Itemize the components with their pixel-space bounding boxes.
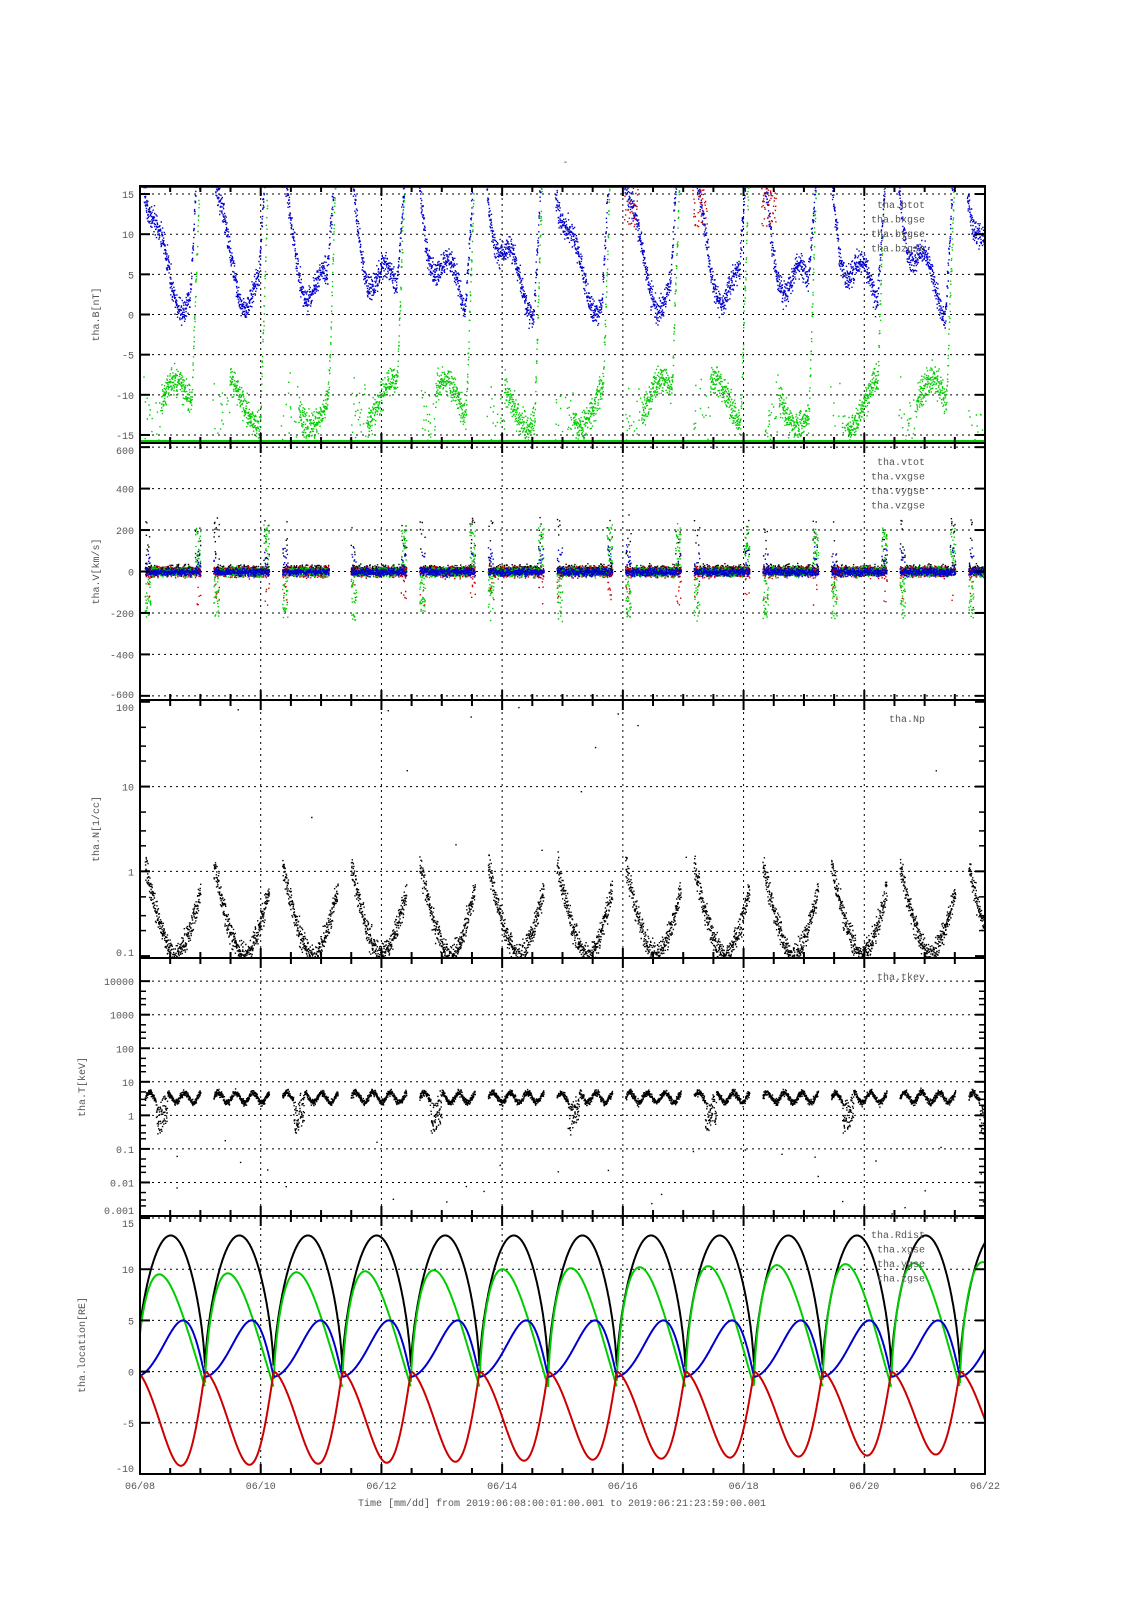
y-tick-label: -200 — [110, 610, 134, 621]
y-tick-label: -15 — [116, 432, 134, 443]
y-tick-label: 0.1 — [116, 1146, 134, 1157]
y-tick-label: 10 — [122, 1079, 134, 1090]
x-tick-label: 06/12 — [366, 1481, 396, 1493]
y-tick-label: 10 — [122, 1266, 134, 1277]
x-tick-label: 06/14 — [487, 1481, 517, 1493]
y-tick-label: 100 — [116, 704, 134, 715]
panel-V: -600 -400 -200 0 200 400 600 tha.V[km/s] tha.vto… — [91, 442, 986, 702]
legend-entry: tha.bygse — [871, 229, 925, 241]
data-layer — [140, 186, 985, 443]
y-tick-label: 0.1 — [116, 949, 134, 960]
y-tick-label: -600 — [110, 691, 134, 702]
series-xgse — [140, 1261, 985, 1388]
y-tick-label: -5 — [122, 352, 134, 363]
series-zgse — [140, 1370, 985, 1467]
y-axis-label: tha.N[1/cc] — [91, 796, 103, 862]
data-layer — [144, 1087, 985, 1215]
legend-entry: tha.vtot — [877, 457, 925, 469]
y-tick-label: -400 — [110, 651, 134, 662]
y-tick-label: -5 — [122, 1420, 134, 1431]
series-Rdist — [140, 1234, 985, 1372]
y-tick-label: 5 — [128, 271, 134, 282]
y-tick-label: 5 — [128, 1317, 134, 1328]
y-axis-label: tha.location[RE] — [77, 1297, 89, 1393]
legend-entry: tha.ygse — [877, 1259, 925, 1271]
panel-B: -15 -10 -5 0 5 10 15 tha.B[nT] tha.btot tha.bxgse… — [91, 185, 986, 444]
y-tick-label: 400 — [116, 486, 134, 497]
y-tick-label: 1 — [128, 868, 134, 879]
legend-entry: tha.bxgse — [871, 215, 925, 227]
y-axis-label: tha.B[nT] — [91, 287, 103, 341]
y-tick-label: 10 — [122, 231, 134, 242]
y-tick-label: 1000 — [110, 1012, 134, 1023]
series-vzgse — [144, 544, 985, 578]
y-tick-label: 10 — [122, 784, 134, 795]
y-tick-label: -10 — [116, 1465, 134, 1476]
x-tick-label: 06/08 — [125, 1481, 155, 1493]
data-layer — [144, 706, 985, 958]
y-tick-label: 1 — [128, 1112, 134, 1123]
legend-entry: tha.bzgse — [871, 244, 925, 256]
legend-entry: tha.vxgse — [871, 472, 925, 484]
panel-loc: -10 -5 0 5 10 15 tha.location[RE] tha.Rdist tha.… — [77, 1215, 986, 1476]
legend-entry: tha.Np — [889, 714, 925, 726]
legend-entry: tha.xgse — [877, 1245, 925, 1257]
series-tkev — [144, 1087, 985, 1215]
series-btot-dips — [623, 186, 777, 228]
y-tick-label: 200 — [116, 527, 134, 538]
legend-entry: tha.Rdist — [871, 1230, 925, 1242]
x-axis-label: Time [mm/dd] from 2019:06:08:00:01:00.00… — [358, 1498, 766, 1510]
y-tick-label: 0 — [128, 312, 134, 323]
legend-entry: tha.vygse — [871, 486, 925, 498]
y-tick-label: 15 — [122, 191, 134, 202]
y-tick-label: 600 — [116, 447, 134, 458]
panel-frame — [139, 699, 986, 959]
y-axis-label: tha.T[keV] — [77, 1057, 89, 1117]
series-bygse — [143, 186, 985, 329]
y-tick-label: 0.001 — [104, 1207, 134, 1218]
chart-title: - — [562, 158, 569, 169]
panel-T: 0.001 0.01 0.1 1 10 100 1000 10000 tha.T[keV] tha… — [77, 957, 986, 1218]
x-tick-label: 06/18 — [729, 1481, 759, 1493]
y-tick-label: -10 — [116, 392, 134, 403]
series-vxgse — [144, 564, 985, 609]
legend-entry: tha.zgse — [877, 1274, 925, 1286]
data-layer — [144, 514, 985, 623]
x-tick-label: 06/16 — [608, 1481, 638, 1493]
x-tick-label: 06/20 — [849, 1481, 879, 1493]
data-layer — [140, 1234, 985, 1467]
x-tick-label: 06/10 — [246, 1481, 276, 1493]
y-tick-label: 10000 — [104, 978, 134, 989]
series-vtot — [144, 514, 985, 573]
series-Np — [144, 706, 985, 958]
y-tick-label: 15 — [122, 1220, 134, 1231]
panel-frame — [139, 957, 986, 1217]
legend-entry: tha.tkev — [877, 972, 925, 984]
y-axis-label: tha.V[km/s] — [91, 538, 103, 604]
y-tick-label: 0 — [128, 569, 134, 580]
x-tick-label: 06/22 — [970, 1481, 1000, 1493]
y-tick-label: 0.01 — [110, 1179, 134, 1190]
panel-N: 0.1 1 10 100 tha.N[1/cc] tha.Np — [91, 699, 986, 960]
y-tick-label: 0 — [128, 1369, 134, 1380]
y-tick-label: 100 — [116, 1045, 134, 1056]
series-bxgse — [143, 186, 985, 443]
series-ygse — [140, 1319, 985, 1378]
legend-entry: tha.vzgse — [871, 501, 925, 513]
legend-entry: tha.btot — [877, 200, 925, 212]
